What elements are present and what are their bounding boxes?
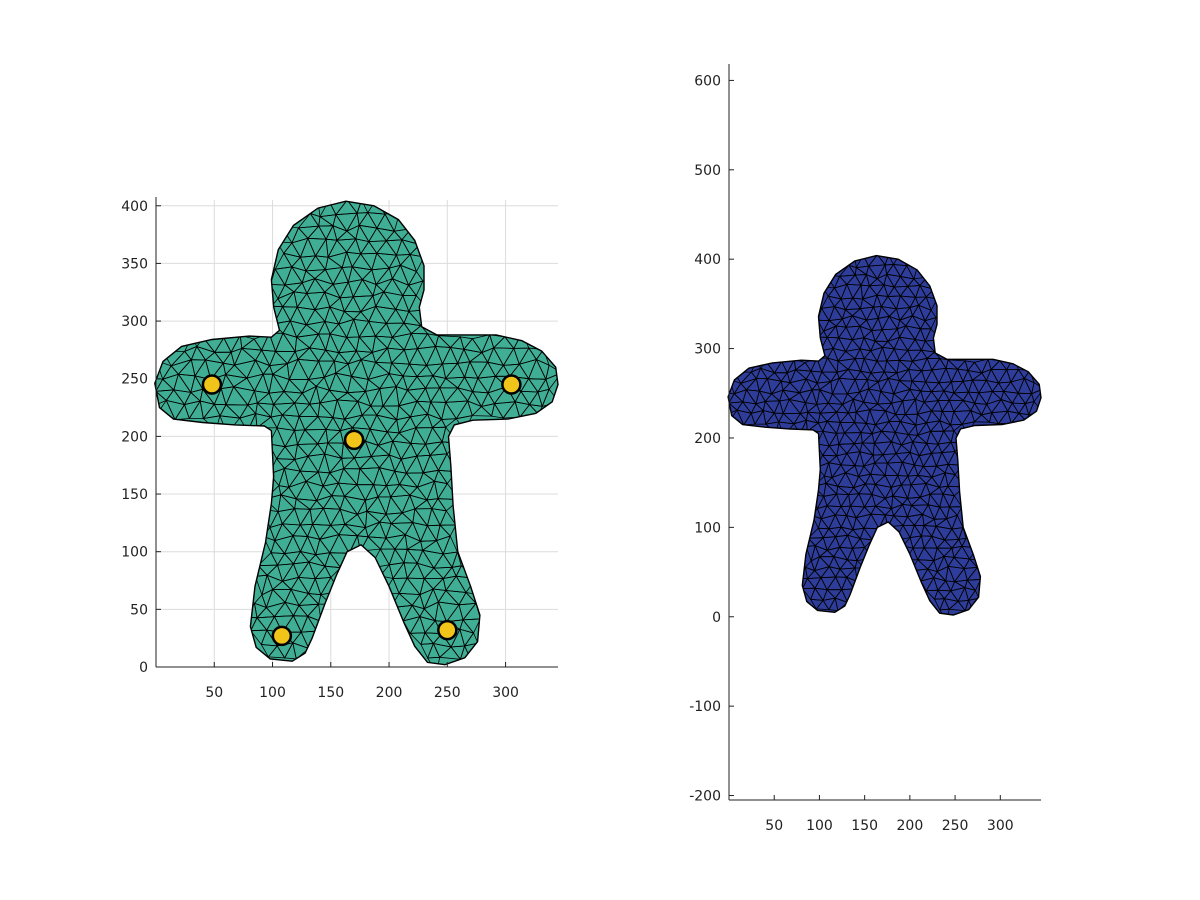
y-tick-label: 300 — [121, 314, 148, 330]
handle-point — [271, 625, 293, 647]
right-plot: 50 100 150 200 250 300 -200 -100 0 100 200 300 400 50… — [689, 64, 1042, 834]
x-tick-label: 250 — [434, 685, 461, 701]
mesh — [728, 255, 1041, 615]
y-tick-label: 200 — [121, 429, 148, 445]
y-tick-label: 500 — [694, 163, 721, 179]
y-tick-label: 100 — [121, 545, 148, 561]
mesh-triangle — [884, 255, 895, 266]
y-tick-label: 600 — [694, 73, 721, 89]
mesh-triangle — [451, 550, 462, 568]
mesh-triangle — [846, 567, 858, 583]
y-tick-label: 250 — [121, 372, 148, 388]
x-tick-label: 150 — [851, 818, 878, 834]
handle-point — [501, 374, 522, 395]
mesh-outline — [727, 254, 1042, 616]
y-tick-label: 150 — [121, 487, 148, 503]
x-tick-label: 300 — [492, 685, 519, 701]
mesh-triangle — [356, 201, 369, 214]
mesh-triangle — [307, 603, 322, 623]
y-tick-label: 400 — [694, 252, 721, 268]
x-tick-label: 300 — [987, 818, 1014, 834]
mesh-triangle — [967, 589, 980, 601]
x-tick-label: 250 — [942, 818, 969, 834]
handle-point — [343, 429, 365, 451]
x-tick-label: 50 — [205, 685, 223, 701]
y-tick-label: -100 — [689, 699, 721, 715]
x-tick-label: 150 — [317, 685, 344, 701]
y-tick-label: 350 — [121, 256, 148, 272]
x-tick-label: 50 — [765, 818, 783, 834]
x-tick-label: 200 — [897, 818, 924, 834]
x-tick-label: 100 — [259, 685, 286, 701]
mesh-triangle — [958, 526, 967, 540]
y-tick-label: 100 — [694, 520, 721, 536]
x-tick-label: 200 — [376, 685, 403, 701]
y-tick-label: 300 — [694, 342, 721, 358]
mesh-triangle — [463, 632, 479, 647]
y-tick-label: 200 — [694, 431, 721, 447]
left-plot: 50 100 150 200 250 300 0 50 100 150 200 250 300 350 40… — [121, 197, 559, 701]
y-tick-label: 0 — [712, 610, 721, 626]
y-tick-label: -200 — [689, 789, 721, 805]
y-tick-label: 400 — [121, 199, 148, 215]
y-tick-label: 50 — [130, 602, 148, 618]
handle-point — [201, 374, 223, 395]
mesh-body — [728, 255, 1041, 615]
handle-point — [437, 619, 458, 641]
mesh-outline — [154, 200, 559, 666]
x-tick-label: 100 — [806, 818, 833, 834]
y-tick-label: 0 — [139, 660, 148, 676]
